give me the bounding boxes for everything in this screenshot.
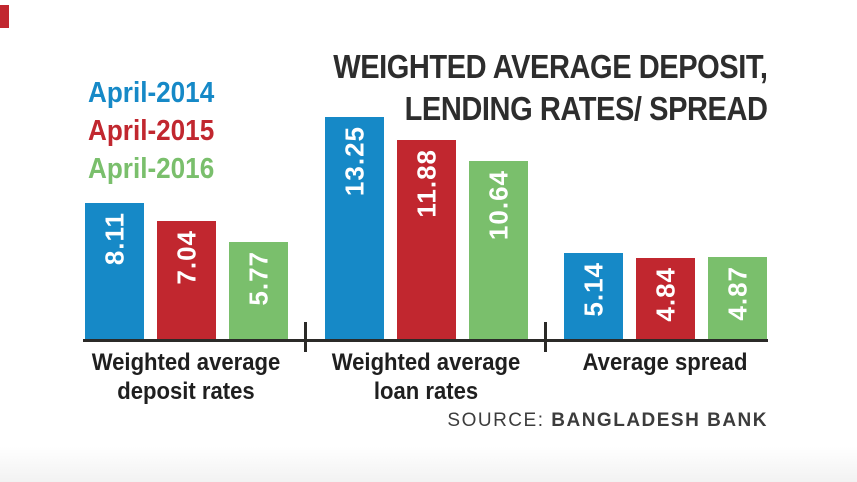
group-separator-tick-1	[304, 322, 307, 352]
category-label-line: Average spread	[582, 349, 748, 376]
bar-value-label: 10.64	[483, 170, 513, 241]
bar-value-label: 11.88	[411, 149, 441, 218]
bar-april-2015-weighted-average-deposit-rates: 7.04	[157, 221, 216, 339]
source-prefix: SOURCE:	[447, 410, 545, 431]
bar-value-label: 7.04	[171, 230, 201, 285]
bar-value-label: 5.14	[578, 262, 608, 317]
x-axis-line	[83, 339, 768, 342]
bar-value-label: 8.11	[99, 212, 129, 266]
bar-value-label: 4.84	[650, 267, 680, 322]
bar-april-2016-average-spread: 4.87	[708, 257, 767, 339]
bar-april-2015-weighted-average-loan-rates: 11.88	[397, 140, 456, 339]
source-line: SOURCE: BANGLADESH BANK	[447, 410, 768, 432]
source-name: BANGLADESH BANK	[551, 410, 768, 431]
corner-accent-bar	[0, 5, 9, 28]
category-label-weighted-average-loan-rates: Weighted average loan rates	[288, 348, 564, 406]
bar-april-2014-average-spread: 5.14	[564, 253, 623, 339]
chart-title-line2: LENDING RATES/ SPREAD	[405, 90, 768, 127]
legend-item-april-2015: April-2015	[88, 115, 215, 147]
bar-april-2014-weighted-average-loan-rates: 13.25	[325, 117, 384, 339]
chart-title: WEIGHTED AVERAGE DEPOSIT, LENDING RATES/…	[333, 46, 769, 130]
category-label-line: Weighted average	[91, 349, 281, 376]
bar-value-label: 5.77	[243, 251, 273, 306]
category-label-line: deposit rates	[117, 378, 255, 405]
bar-april-2015-average-spread: 4.84	[636, 258, 695, 339]
bar-april-2016-weighted-average-loan-rates: 10.64	[469, 161, 528, 339]
bar-april-2016-weighted-average-deposit-rates: 5.77	[229, 242, 288, 339]
chart-title-line1: WEIGHTED AVERAGE DEPOSIT,	[333, 48, 769, 85]
category-label-line: Weighted average	[331, 349, 521, 376]
bar-value-label: 13.25	[339, 126, 369, 197]
category-label-average-spread: Average spread	[527, 348, 803, 377]
bar-april-2014-weighted-average-deposit-rates: 8.11	[85, 203, 144, 339]
category-label-line: loan rates	[373, 378, 479, 405]
bar-value-label: 4.87	[722, 266, 752, 321]
group-separator-tick-2	[544, 322, 547, 352]
legend-item-april-2016: April-2016	[88, 153, 215, 185]
legend-item-april-2014: April-2014	[88, 77, 215, 109]
category-label-weighted-average-deposit-rates: Weighted average deposit rates	[48, 348, 324, 406]
legend: April-2014 April-2015 April-2016	[88, 74, 214, 188]
